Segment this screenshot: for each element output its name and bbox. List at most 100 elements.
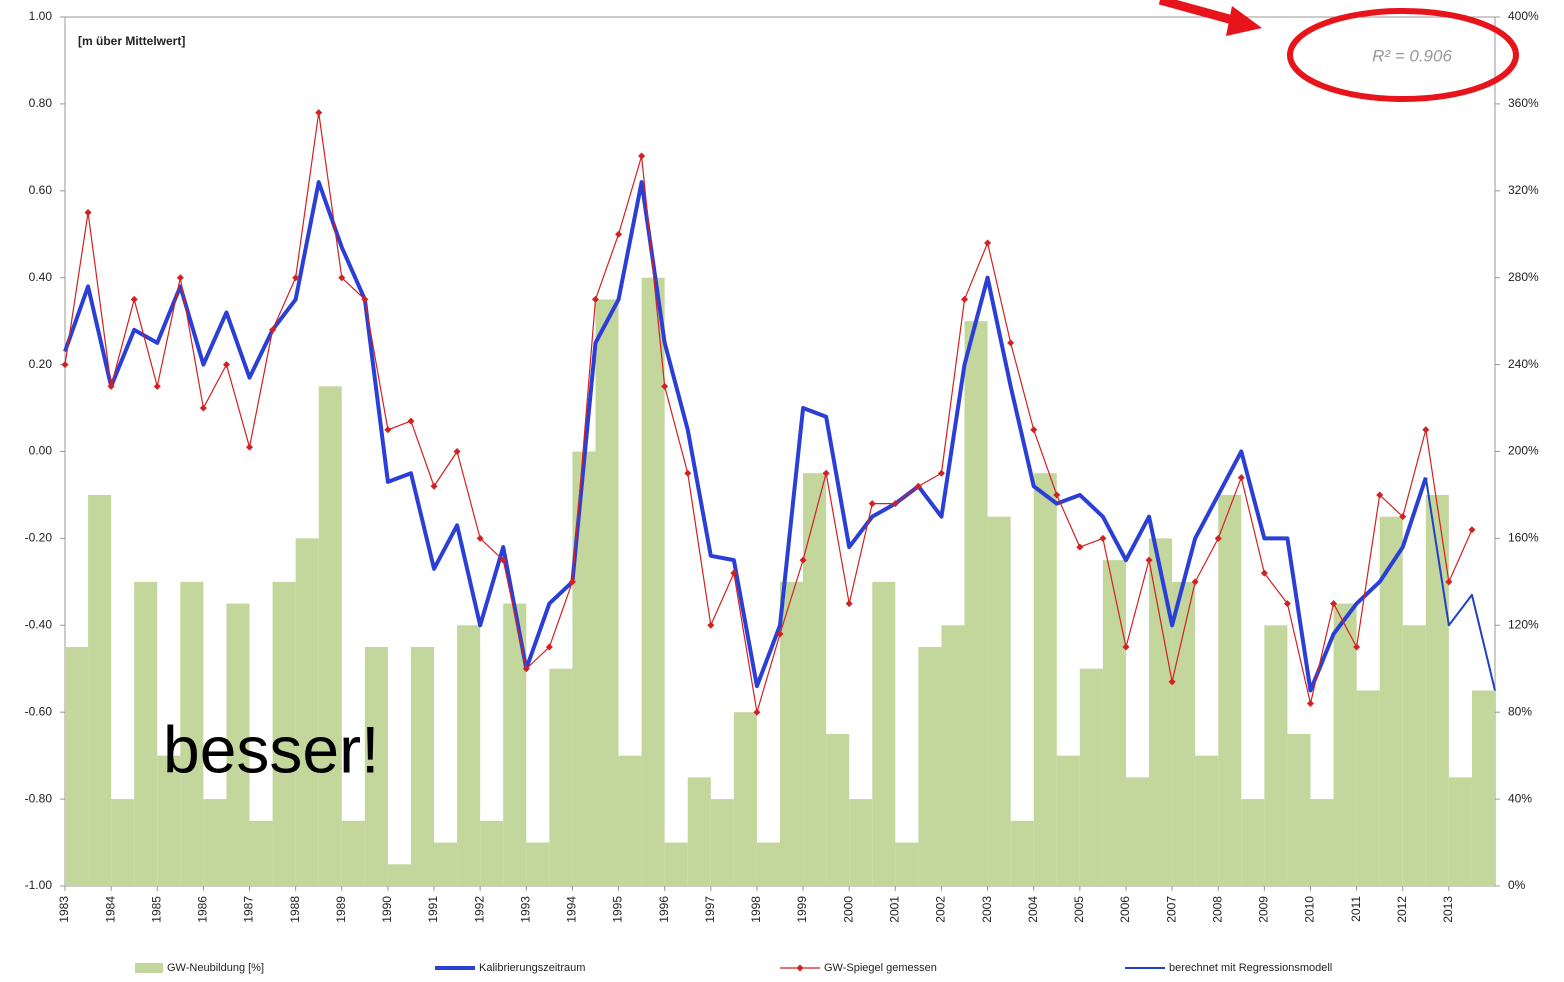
marker	[1145, 556, 1153, 564]
bar	[1218, 494, 1242, 886]
axis-title: [m über Mittelwert]	[78, 34, 185, 48]
marker	[776, 630, 784, 638]
bar	[1149, 538, 1173, 886]
y-tick-label: -0.80	[25, 791, 53, 805]
bar	[364, 647, 388, 886]
y2-tick-label: 360%	[1508, 96, 1539, 110]
bar	[987, 516, 1011, 886]
bar	[780, 581, 804, 886]
x-tick-label: 2003	[980, 896, 994, 923]
y-tick-label: 0.20	[29, 357, 53, 371]
marker	[914, 482, 922, 490]
y2-tick-label: 120%	[1508, 617, 1539, 631]
bar	[687, 777, 711, 886]
y2-tick-label: 240%	[1508, 357, 1539, 371]
marker	[1099, 534, 1107, 542]
x-tick-label: 2010	[1303, 896, 1317, 923]
bar	[203, 799, 227, 886]
marker	[707, 621, 715, 629]
x-tick-label: 2004	[1026, 896, 1040, 923]
marker	[799, 556, 807, 564]
legend-marker	[796, 964, 804, 972]
legend-swatch	[135, 963, 163, 973]
marker	[730, 569, 738, 577]
bar	[872, 581, 896, 886]
legend-label: GW-Spiegel gemessen	[824, 962, 937, 974]
marker	[292, 274, 300, 282]
y2-tick-label: 0%	[1508, 878, 1526, 892]
bar	[1241, 799, 1265, 886]
bar	[249, 820, 273, 886]
bar	[664, 842, 688, 886]
x-tick-label: 1997	[703, 896, 717, 923]
bar	[111, 799, 135, 886]
bar	[918, 647, 942, 886]
marker	[130, 295, 138, 303]
y-tick-label: -0.60	[25, 704, 53, 718]
y2-tick-label: 280%	[1508, 270, 1539, 284]
bar	[895, 842, 919, 886]
x-tick-label: 1990	[380, 896, 394, 923]
marker	[1214, 534, 1222, 542]
marker	[361, 295, 369, 303]
y2-tick-label: 40%	[1508, 791, 1532, 805]
x-tick-label: 1994	[565, 896, 579, 923]
x-tick-label: 2009	[1257, 896, 1271, 923]
bar	[1195, 755, 1219, 886]
marker	[661, 382, 669, 390]
legend-label: berechnet mit Regressionsmodell	[1169, 962, 1332, 974]
marker	[476, 534, 484, 542]
marker	[1422, 426, 1430, 434]
y-tick-label: 0.60	[29, 183, 53, 197]
bar	[1379, 516, 1403, 886]
bar	[1172, 581, 1196, 886]
marker	[246, 443, 254, 451]
highlight-ellipse	[1287, 8, 1519, 102]
bar	[295, 538, 319, 886]
bar	[1079, 668, 1103, 886]
x-tick-label: 2007	[1164, 896, 1178, 923]
y2-tick-label: 160%	[1508, 531, 1539, 545]
x-tick-label: 1986	[196, 896, 210, 923]
marker	[638, 152, 646, 160]
marker	[1168, 678, 1176, 686]
marker	[1053, 491, 1061, 499]
x-tick-label: 1984	[103, 896, 117, 923]
marker	[961, 295, 969, 303]
marker	[822, 469, 830, 477]
y-tick-label: 0.00	[29, 444, 53, 458]
marker	[1306, 700, 1314, 708]
bar	[733, 712, 757, 886]
x-tick-label: 1998	[749, 896, 763, 923]
y-tick-label: 1.00	[29, 9, 53, 23]
x-tick-label: 2012	[1395, 896, 1409, 923]
bar	[1125, 777, 1150, 886]
marker	[199, 404, 207, 412]
bar	[641, 277, 665, 886]
x-tick-label: 1985	[149, 896, 163, 923]
marker	[61, 361, 69, 369]
bar	[595, 299, 619, 886]
line	[64, 111, 1473, 713]
bar	[1102, 560, 1126, 886]
bar	[1471, 690, 1495, 886]
marker	[522, 665, 530, 673]
bar	[826, 733, 850, 886]
x-tick-label: 2006	[1118, 896, 1132, 923]
y2-tick-label: 200%	[1508, 444, 1539, 458]
bar	[480, 820, 504, 886]
marker	[453, 448, 461, 455]
bar	[1010, 820, 1034, 886]
bar	[1033, 473, 1057, 886]
bar	[1333, 603, 1357, 886]
x-tick-label: 2011	[1349, 896, 1363, 922]
marker	[1468, 526, 1476, 534]
bar	[180, 581, 204, 886]
y2-tick-label: 320%	[1508, 183, 1539, 197]
bar	[65, 647, 89, 886]
marker	[1122, 643, 1130, 651]
marker	[269, 326, 277, 334]
x-tick-label: 1996	[657, 896, 671, 923]
marker	[338, 274, 346, 282]
x-tick-label: 1992	[472, 896, 486, 923]
